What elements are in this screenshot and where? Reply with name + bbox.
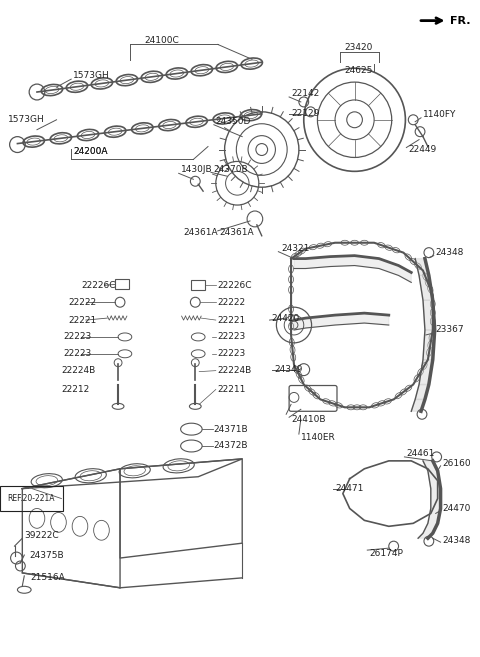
Text: 22224B: 22224B	[61, 366, 96, 375]
Text: REF.20-221A: REF.20-221A	[8, 494, 55, 503]
Text: 22449: 22449	[408, 145, 437, 154]
Text: 22223: 22223	[218, 350, 246, 358]
Text: 26160: 26160	[443, 459, 471, 468]
Text: 24361A: 24361A	[220, 229, 254, 237]
Text: 23367: 23367	[436, 325, 464, 334]
Bar	[192, 281, 205, 290]
Bar	[115, 279, 129, 289]
Polygon shape	[419, 275, 433, 300]
Text: 26174P: 26174P	[369, 549, 403, 558]
Text: FR.: FR.	[450, 16, 471, 26]
Text: 24420: 24420	[272, 313, 300, 323]
Text: 24371B: 24371B	[214, 424, 249, 434]
Text: 24410B: 24410B	[291, 415, 325, 424]
Text: 22211: 22211	[218, 385, 246, 394]
Polygon shape	[423, 300, 435, 330]
Text: 22221: 22221	[68, 315, 96, 325]
Polygon shape	[423, 330, 435, 360]
Text: 1140ER: 1140ER	[301, 432, 336, 442]
Text: 1573GH: 1573GH	[73, 71, 110, 79]
Polygon shape	[294, 313, 389, 330]
Text: 24100C: 24100C	[144, 36, 179, 45]
Text: 24625: 24625	[345, 66, 373, 75]
Text: 24321: 24321	[281, 244, 310, 253]
Text: 22212: 22212	[61, 385, 90, 394]
Text: 24200A: 24200A	[73, 147, 108, 156]
Text: 23420: 23420	[345, 43, 373, 52]
Polygon shape	[415, 259, 429, 275]
Text: 24361A: 24361A	[183, 229, 218, 237]
Text: 39222C: 39222C	[24, 531, 59, 540]
Text: 24349: 24349	[275, 365, 303, 374]
Text: 22223: 22223	[63, 332, 92, 342]
Polygon shape	[418, 461, 441, 538]
Text: 24348: 24348	[436, 248, 464, 257]
Text: 21516A: 21516A	[30, 574, 65, 582]
Text: 22221: 22221	[218, 315, 246, 325]
Text: 22223: 22223	[218, 332, 246, 342]
Text: 22142: 22142	[291, 89, 319, 99]
Polygon shape	[294, 256, 411, 283]
Text: 22226C: 22226C	[218, 281, 252, 290]
Text: 1140FY: 1140FY	[423, 110, 456, 120]
Text: 22222: 22222	[68, 298, 96, 307]
Text: 24372B: 24372B	[214, 442, 248, 451]
Text: 24470: 24470	[443, 504, 471, 513]
Polygon shape	[411, 399, 425, 411]
Text: 1430JB: 1430JB	[180, 165, 212, 174]
Polygon shape	[419, 360, 433, 384]
Text: 22224B: 22224B	[218, 366, 252, 375]
Text: 1573GH: 1573GH	[8, 115, 45, 124]
Text: 24200A: 24200A	[73, 147, 108, 156]
Text: 22226C: 22226C	[81, 281, 116, 290]
Text: 22223: 22223	[63, 350, 92, 358]
Text: 24375B: 24375B	[29, 551, 64, 560]
Text: 22222: 22222	[218, 298, 246, 307]
Polygon shape	[415, 384, 429, 399]
Text: 24471: 24471	[335, 484, 363, 493]
Text: 24370B: 24370B	[213, 165, 248, 174]
Text: 24461: 24461	[407, 449, 435, 459]
Text: 24348: 24348	[443, 535, 471, 545]
Text: 22129: 22129	[291, 109, 319, 118]
Text: 24350D: 24350D	[216, 117, 251, 126]
